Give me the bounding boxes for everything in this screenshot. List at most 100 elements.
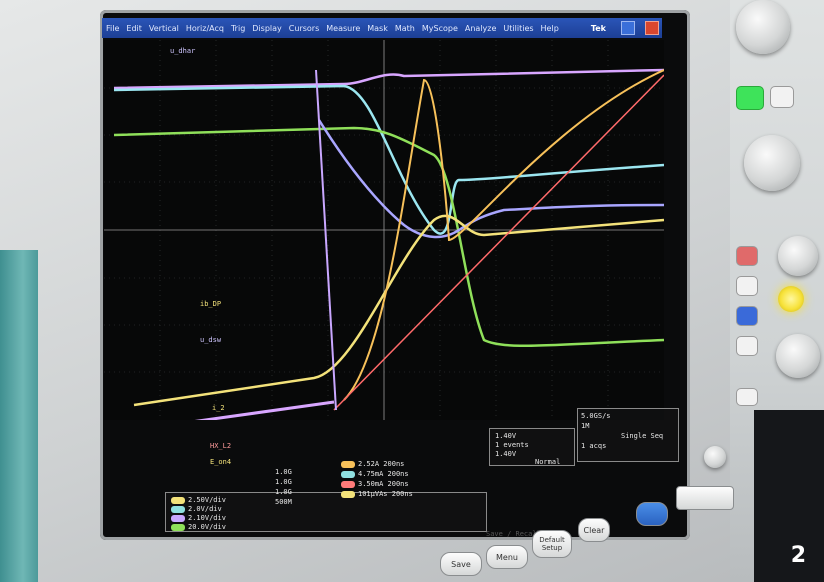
- label-u-dhar: u_dhar: [170, 47, 196, 55]
- acq-rate: 5.0GS/s: [581, 412, 611, 420]
- menu-mask[interactable]: Mask: [367, 23, 388, 33]
- meas-2[interactable]: 4.75mA 200ns: [341, 470, 409, 478]
- label-hx-l2: HX_L2: [210, 442, 232, 450]
- panel-button-1[interactable]: [770, 86, 794, 108]
- save-label: Save: [451, 559, 471, 569]
- trigger-box[interactable]: [489, 428, 575, 466]
- trace-green: [113, 126, 664, 348]
- label-u-dsw: u_dsw: [200, 336, 222, 344]
- acq-record: 1M: [581, 422, 590, 430]
- grey-button[interactable]: [736, 336, 758, 356]
- ch4-chip: [171, 523, 185, 531]
- menu-cursors[interactable]: Cursors: [288, 23, 320, 33]
- meas4-value: 101µVAs: [358, 490, 388, 498]
- menu-horiz[interactable]: Horiz/Acq: [185, 23, 224, 33]
- usb-port-cover: [676, 486, 734, 510]
- menu-help[interactable]: Help: [540, 23, 559, 33]
- ch3-readout[interactable]: 2.10V/div: [171, 514, 226, 522]
- default-setup-button[interactable]: Default Setup: [532, 530, 572, 558]
- status-bar: 2.50V/div 2.0V/div 2.10V/div 20.0V/div 1…: [165, 408, 685, 532]
- acquisition-box[interactable]: [577, 408, 679, 462]
- trace-purple-top: [113, 68, 664, 90]
- ch4-coupling: 500M: [275, 498, 292, 506]
- small-round-button[interactable]: [704, 446, 726, 468]
- ch4-scale: 20.0V/div: [188, 523, 226, 531]
- ch1-readout[interactable]: 2.50V/div: [171, 496, 226, 504]
- trace-violet: [317, 119, 664, 239]
- menu-display[interactable]: Display: [252, 23, 282, 33]
- label-i2: i_2: [212, 404, 225, 412]
- meas1-value: 2.52A: [358, 460, 380, 468]
- meas3-chip: [341, 480, 355, 488]
- save-button[interactable]: Save: [440, 552, 482, 576]
- menu-bar: File Edit Vertical Horiz/Acq Trig Displa…: [102, 18, 662, 38]
- trigger-level-1: 1.40V: [495, 432, 517, 440]
- green-lit-button[interactable]: [736, 86, 764, 110]
- meas-4[interactable]: 101µVAs 200ns: [341, 490, 413, 498]
- meas2-chip: [341, 470, 355, 478]
- menu-edit[interactable]: Edit: [126, 23, 142, 33]
- menu-utilities[interactable]: Utilities: [503, 23, 534, 33]
- meas-3[interactable]: 3.50mA 200ns: [341, 480, 409, 488]
- ch3-scale: 2.10V/div: [188, 514, 226, 522]
- horizontal-knob[interactable]: [744, 135, 800, 191]
- ch1-chip: [171, 496, 185, 504]
- clear-label: Clear: [583, 525, 605, 535]
- ch2-readout[interactable]: 2.0V/div: [171, 505, 222, 513]
- meas4-chip: [341, 490, 355, 498]
- menu-math[interactable]: Math: [394, 23, 415, 33]
- control-panel: [730, 0, 824, 582]
- connector-block: [754, 410, 824, 582]
- acq-mode: Single Seq: [621, 432, 664, 440]
- meas2-value: 4.75mA: [358, 470, 384, 478]
- waveform-display: [104, 40, 664, 420]
- meas1-chip: [341, 460, 355, 468]
- menu-myscope[interactable]: MyScope: [421, 23, 458, 33]
- vertical-knob-1[interactable]: [778, 236, 818, 276]
- menu-file[interactable]: File: [106, 23, 120, 33]
- close-button[interactable]: [645, 21, 659, 35]
- minimize-button[interactable]: [621, 21, 635, 35]
- menu-measure[interactable]: Measure: [326, 23, 361, 33]
- yellow-led: [778, 286, 804, 312]
- meas2-time: 200ns: [387, 470, 409, 478]
- ch2-scale: 2.0V/div: [188, 505, 222, 513]
- clear-button[interactable]: Clear: [578, 518, 610, 542]
- trigger-line: [315, 69, 337, 411]
- figure-number-badge: 2: [790, 543, 806, 568]
- menu-label: Menu: [496, 552, 518, 562]
- meas3-time: 200ns: [387, 480, 409, 488]
- ch4-readout[interactable]: 20.0V/div: [171, 523, 226, 531]
- ch2-chip: [171, 505, 185, 513]
- ch2-coupling: 1.0G: [275, 478, 292, 486]
- menu-trig[interactable]: Trig: [230, 23, 246, 33]
- menu-vertical[interactable]: Vertical: [148, 23, 179, 33]
- meas-1[interactable]: 2.52A 200ns: [341, 460, 404, 468]
- red-button[interactable]: [736, 246, 758, 266]
- acq-count: 1 acqs: [581, 442, 607, 450]
- trace-orange: [343, 69, 664, 401]
- label-ib-dp: ib_DP: [200, 300, 222, 308]
- top-knob[interactable]: [736, 0, 790, 54]
- menu-analyze[interactable]: Analyze: [464, 23, 497, 33]
- trace-purple-low: [194, 400, 335, 420]
- save-recall-label: Save / Recall: [486, 530, 541, 538]
- blue-button[interactable]: [736, 306, 758, 326]
- meas4-time: 200ns: [391, 490, 413, 498]
- ch1-scale: 2.50V/div: [188, 496, 226, 504]
- ch3-chip: [171, 514, 185, 522]
- channel-readout-box: [165, 492, 487, 532]
- small-button[interactable]: [736, 388, 758, 406]
- ch3-coupling: 1.0G: [275, 488, 292, 496]
- vertical-knob-2[interactable]: [776, 334, 820, 378]
- ch1-coupling: 1.0G: [275, 468, 292, 476]
- meas3-value: 3.50mA: [358, 480, 384, 488]
- label-e-on: E_on4: [210, 458, 232, 466]
- trace-cyan: [113, 84, 664, 235]
- menu-button[interactable]: Menu: [486, 545, 528, 569]
- trigger-mode: Normal: [535, 458, 561, 466]
- blue-power-button[interactable]: [636, 502, 668, 526]
- meas1-time: 200ns: [383, 460, 405, 468]
- white-button[interactable]: [736, 276, 758, 296]
